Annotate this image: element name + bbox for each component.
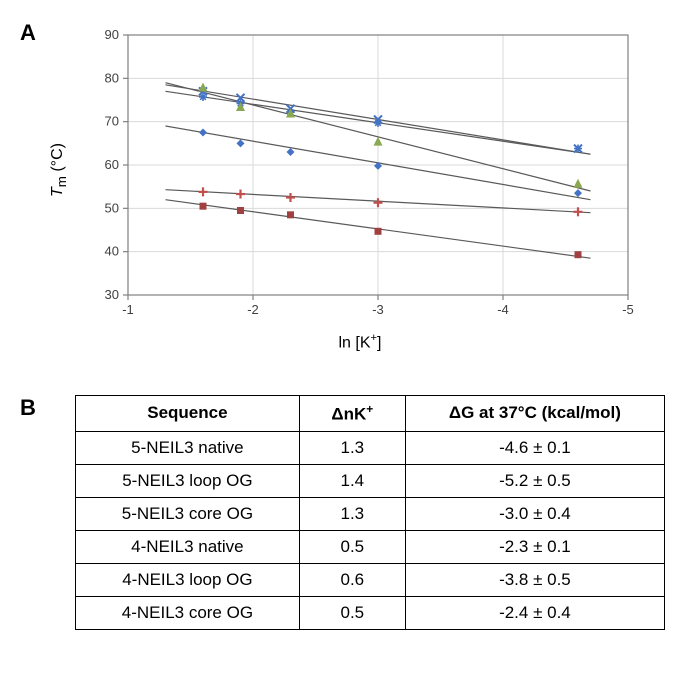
- svg-text:60: 60: [105, 157, 119, 172]
- table-cell: -2.3 ± 0.1: [405, 530, 664, 563]
- svg-text:40: 40: [105, 244, 119, 259]
- table-header-row: SequenceΔnK+ΔG at 37°C (kcal/mol): [76, 396, 665, 432]
- table-row: 4-NEIL3 core OG0.5-2.4 ± 0.4: [76, 596, 665, 629]
- table-cell: 5-NEIL3 native: [76, 431, 300, 464]
- data-table: SequenceΔnK+ΔG at 37°C (kcal/mol) 5-NEIL…: [75, 395, 665, 630]
- table-row: 5-NEIL3 core OG1.3-3.0 ± 0.4: [76, 497, 665, 530]
- table-row: 5-NEIL3 loop OG1.4-5.2 ± 0.5: [76, 464, 665, 497]
- svg-text:-3: -3: [372, 302, 384, 317]
- table-cell: -2.4 ± 0.4: [405, 596, 664, 629]
- svg-text:70: 70: [105, 114, 119, 129]
- table-cell: 0.5: [299, 530, 405, 563]
- svg-text:80: 80: [105, 70, 119, 85]
- table-cell: -3.8 ± 0.5: [405, 563, 664, 596]
- svg-text:-2: -2: [247, 302, 259, 317]
- table-header-cell: ΔG at 37°C (kcal/mol): [405, 396, 664, 432]
- table-cell: 1.3: [299, 497, 405, 530]
- table-cell: 0.5: [299, 596, 405, 629]
- svg-text:50: 50: [105, 200, 119, 215]
- svg-text:-4: -4: [497, 302, 509, 317]
- svg-text:-5: -5: [622, 302, 634, 317]
- table-cell: 5-NEIL3 loop OG: [76, 464, 300, 497]
- table-cell: 4-NEIL3 loop OG: [76, 563, 300, 596]
- svg-text:90: 90: [105, 27, 119, 42]
- table-cell: -3.0 ± 0.4: [405, 497, 664, 530]
- table-body: 5-NEIL3 native1.3-4.6 ± 0.15-NEIL3 loop …: [76, 431, 665, 629]
- table-header-cell: ΔnK+: [299, 396, 405, 432]
- x-axis-label: ln [K+]: [80, 332, 640, 352]
- table-cell: 4-NEIL3 core OG: [76, 596, 300, 629]
- table-header-cell: Sequence: [76, 396, 300, 432]
- scatter-chart: 30 40 50 60 70 80 90 -1 -2 -3 -4 -5: [80, 25, 640, 325]
- table-row: 5-NEIL3 native1.3-4.6 ± 0.1: [76, 431, 665, 464]
- table-cell: 5-NEIL3 core OG: [76, 497, 300, 530]
- table-cell: 1.3: [299, 431, 405, 464]
- y-axis-label: Tm (°C): [49, 143, 69, 197]
- table-cell: -5.2 ± 0.5: [405, 464, 664, 497]
- table-cell: 1.4: [299, 464, 405, 497]
- svg-text:-1: -1: [122, 302, 134, 317]
- chart-svg: 30 40 50 60 70 80 90 -1 -2 -3 -4 -5: [80, 25, 640, 325]
- table-cell: 0.6: [299, 563, 405, 596]
- panel-b-label: B: [20, 395, 36, 421]
- panel-b: B SequenceΔnK+ΔG at 37°C (kcal/mol) 5-NE…: [20, 395, 680, 630]
- svg-text:30: 30: [105, 287, 119, 302]
- table-row: 4-NEIL3 native0.5-2.3 ± 0.1: [76, 530, 665, 563]
- table-cell: -4.6 ± 0.1: [405, 431, 664, 464]
- table-row: 4-NEIL3 loop OG0.6-3.8 ± 0.5: [76, 563, 665, 596]
- panel-a: A Tm (°C) 30 40 50 60 70 80 90 -1 -2 -3 -4 -5 ln [K…: [20, 20, 680, 370]
- panel-a-label: A: [20, 20, 36, 46]
- table-cell: 4-NEIL3 native: [76, 530, 300, 563]
